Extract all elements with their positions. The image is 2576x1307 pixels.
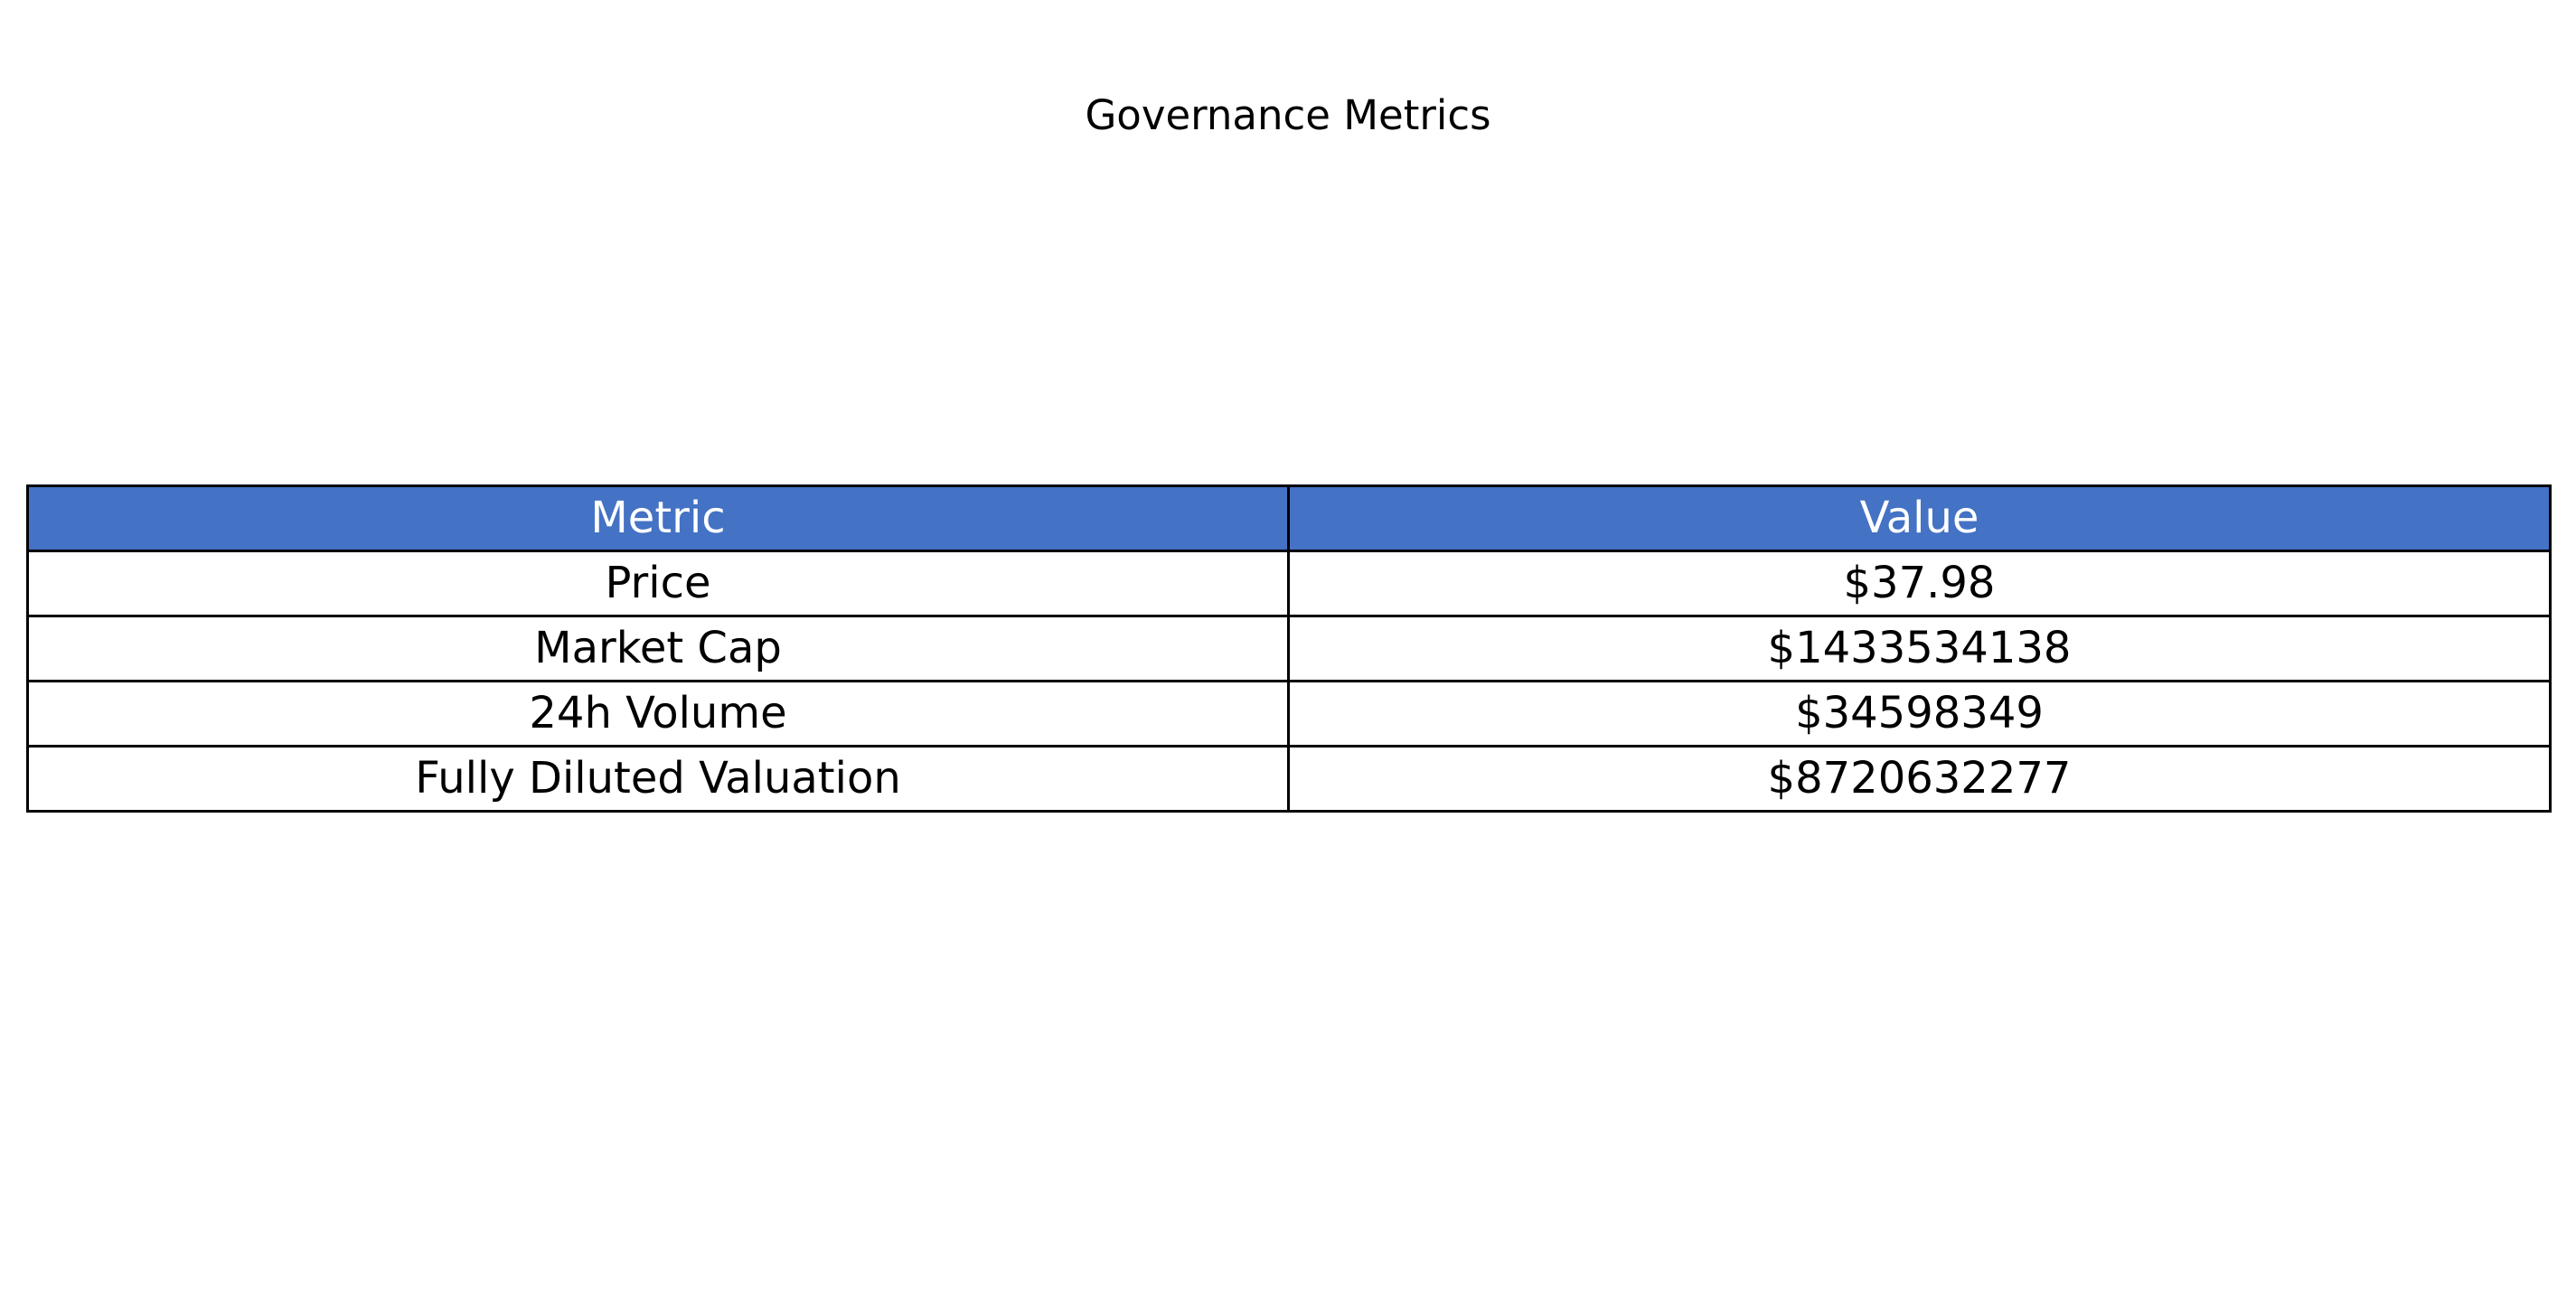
value-cell: $8720632277 <box>1287 745 2552 813</box>
chart-title: Governance Metrics <box>1085 91 1491 139</box>
value-cell: $1433534138 <box>1287 615 2552 682</box>
metric-cell: 24h Volume <box>26 680 1290 748</box>
table-row: 24h Volume $34598349 <box>26 680 2552 748</box>
value-cell: $34598349 <box>1287 680 2552 748</box>
table-row: Market Cap $1433534138 <box>26 615 2552 682</box>
table-row: Fully Diluted Valuation $8720632277 <box>26 745 2552 813</box>
metric-cell: Price <box>26 550 1290 617</box>
column-header-metric: Metric <box>26 484 1290 552</box>
metric-cell: Fully Diluted Valuation <box>26 745 1290 813</box>
column-header-value: Value <box>1287 484 2552 552</box>
table-header-row: Metric Value <box>26 484 2552 552</box>
value-cell: $37.98 <box>1287 550 2552 617</box>
metrics-table: Metric Value Price $37.98 Market Cap $14… <box>26 484 2552 813</box>
table-row: Price $37.98 <box>26 550 2552 617</box>
metric-cell: Market Cap <box>26 615 1290 682</box>
